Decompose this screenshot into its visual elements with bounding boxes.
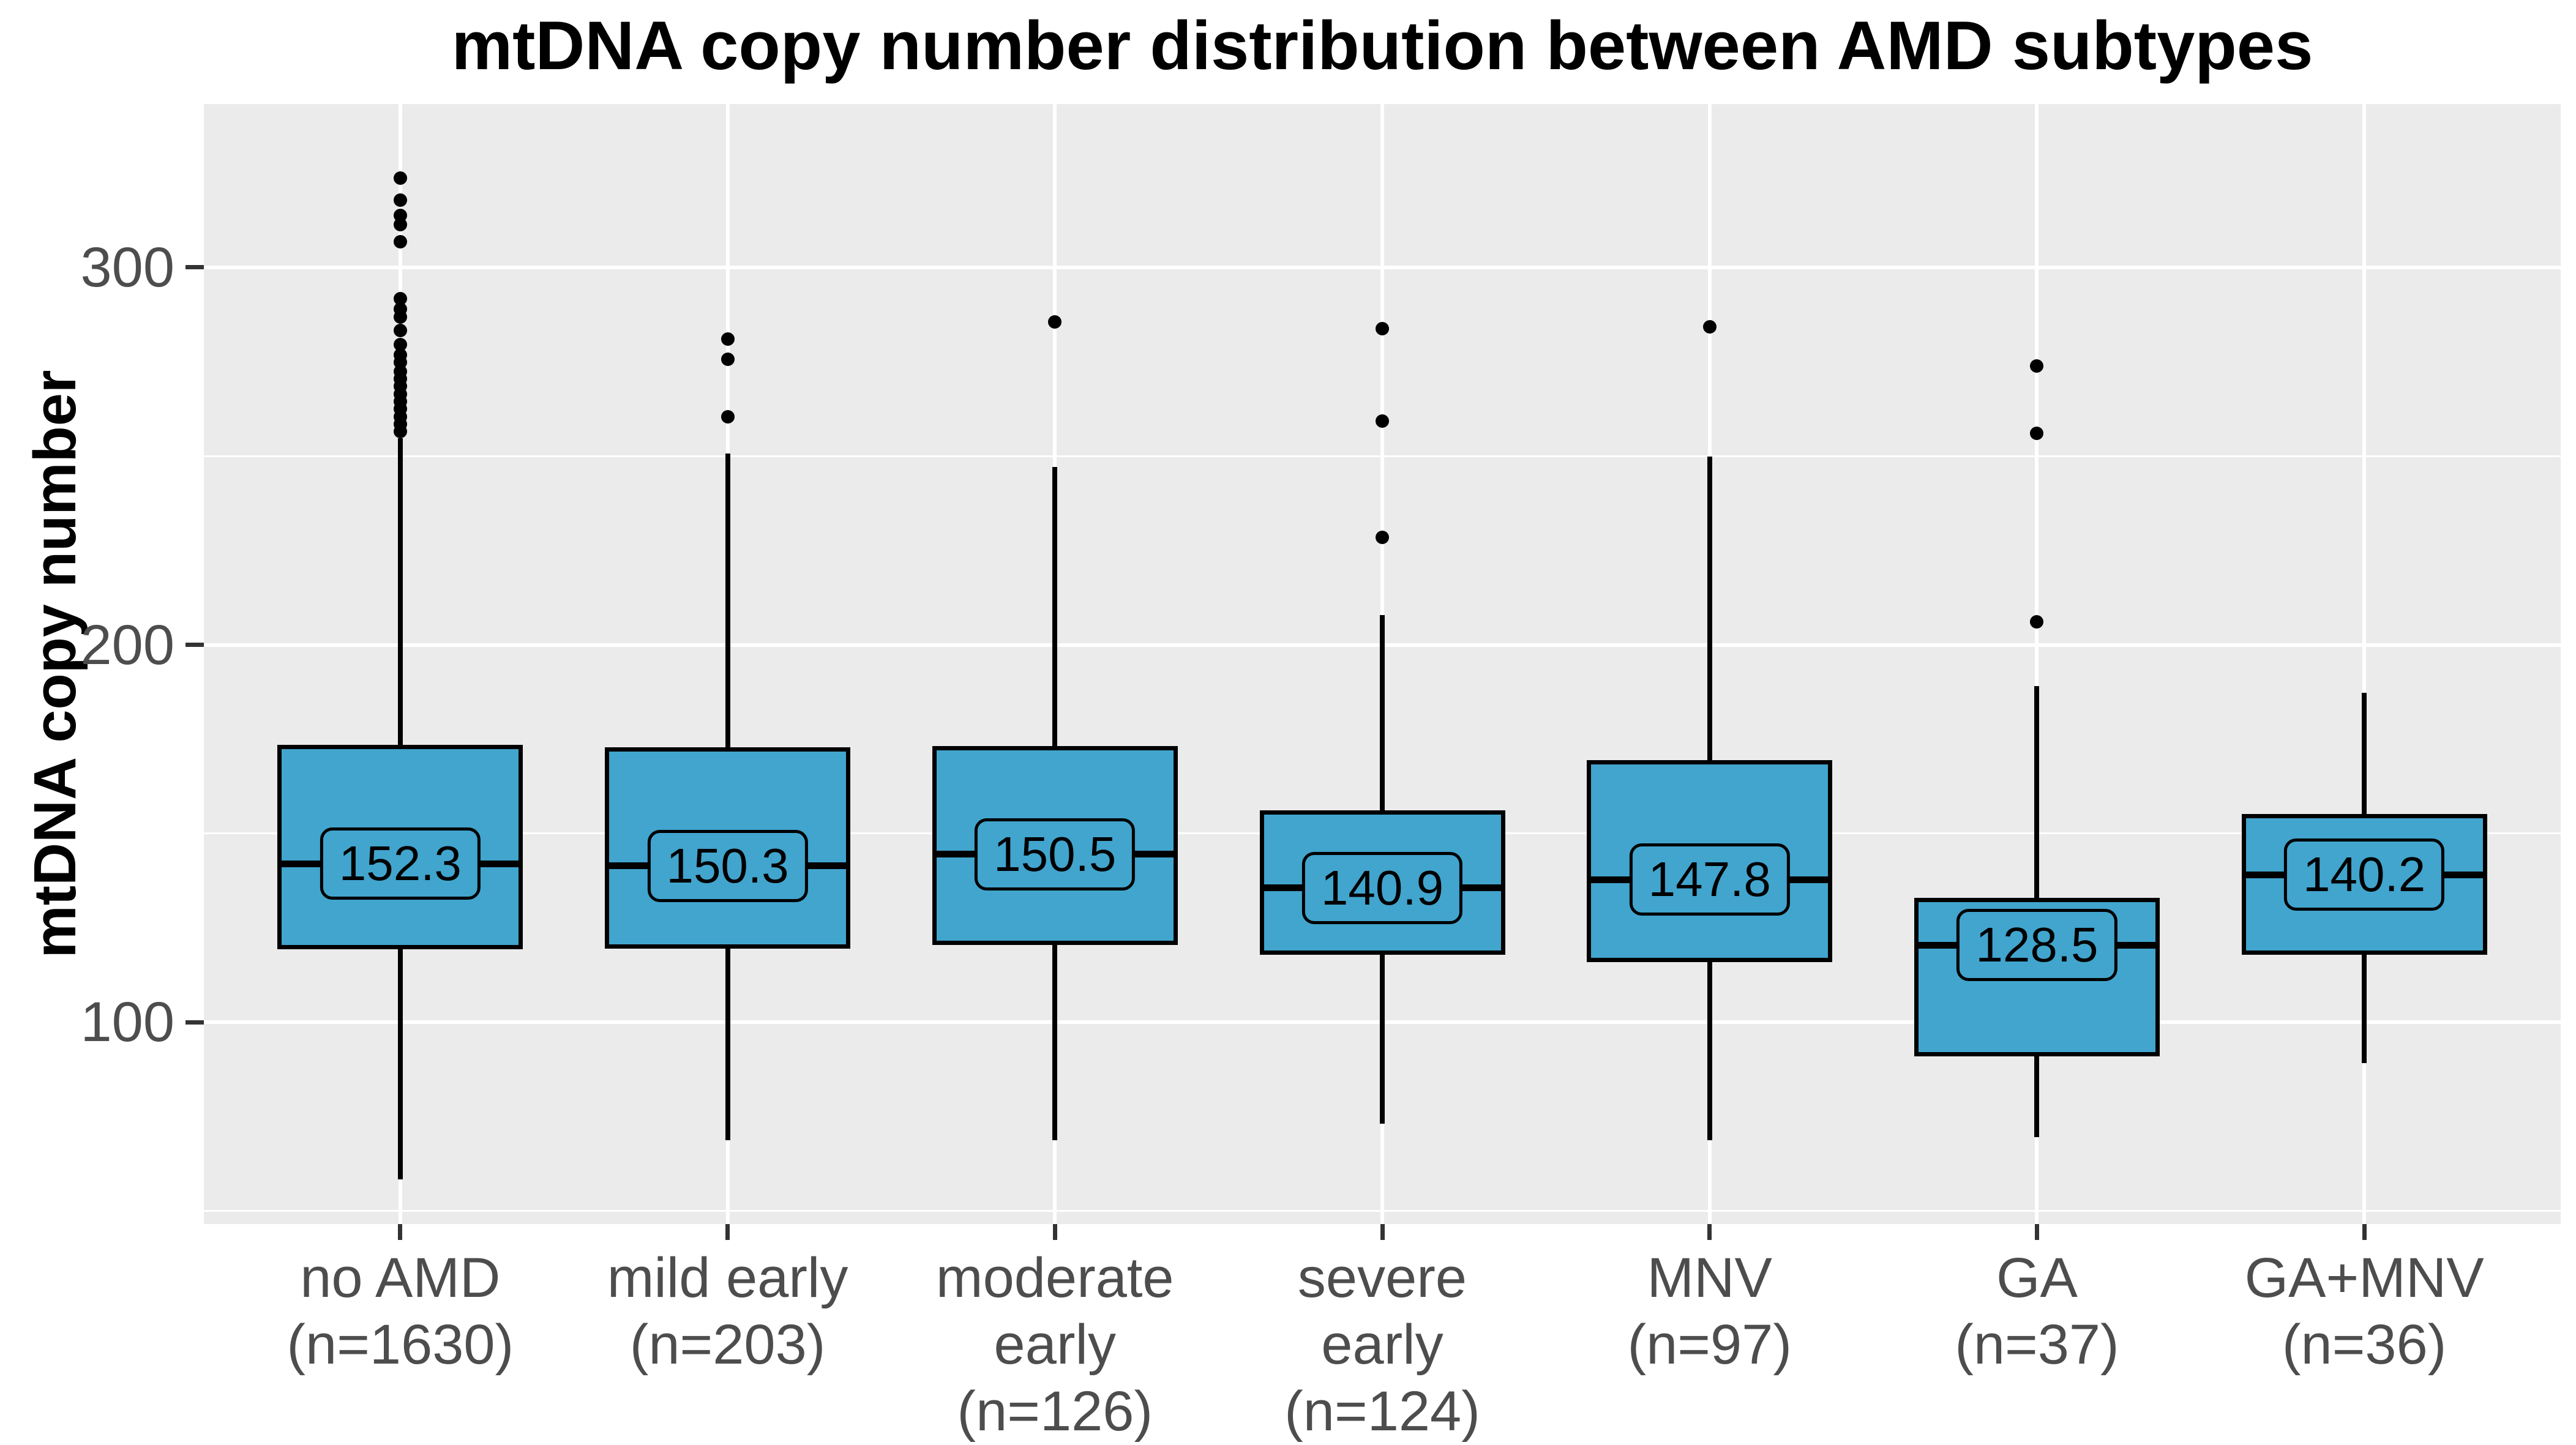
x-tick-mark — [2362, 1224, 2367, 1240]
upper-whisker — [1707, 457, 1712, 760]
y-tick-mark — [185, 1020, 204, 1025]
x-axis-label-line: (n=97) — [1627, 1313, 1792, 1376]
outlier-dot — [2030, 614, 2044, 629]
mean-label: 152.3 — [320, 827, 481, 900]
x-tick-mark — [725, 1224, 730, 1240]
x-tick-mark — [398, 1224, 403, 1240]
x-axis-label: moderate early (n=126) — [936, 1245, 1174, 1445]
mean-label: 140.9 — [1301, 851, 1463, 924]
outlier-dot — [721, 332, 735, 346]
x-axis-label-line: (n=126) — [957, 1380, 1153, 1443]
outlier-dot — [393, 348, 407, 362]
outlier-dot — [393, 292, 407, 306]
x-tick-mark — [1707, 1224, 1712, 1240]
x-axis-label-line: (n=1630) — [286, 1313, 514, 1376]
x-axis-label: GA+MNV (n=36) — [2245, 1245, 2484, 1378]
lower-whisker — [1380, 955, 1385, 1124]
x-axis-label-line: mild early — [607, 1247, 848, 1309]
x-axis-label: mild early (n=203) — [607, 1245, 848, 1378]
outlier-dot — [1048, 315, 1062, 329]
x-axis-label-line: (n=37) — [1955, 1313, 2119, 1376]
outlier-dot — [2030, 427, 2044, 441]
lower-whisker — [1052, 945, 1058, 1141]
upper-whisker — [397, 438, 403, 745]
x-axis-label-line: GA+MNV — [2244, 1247, 2484, 1309]
outlier-dot — [1702, 319, 1717, 334]
x-axis-label-line: severe — [1297, 1247, 1467, 1309]
lower-whisker — [725, 948, 730, 1141]
mean-label: 140.2 — [2284, 838, 2445, 911]
y-tick-mark — [185, 643, 204, 648]
x-axis-label-line: early — [994, 1313, 1116, 1376]
x-axis-label: MNV (n=97) — [1627, 1245, 1792, 1378]
mean-label: 150.3 — [647, 829, 808, 902]
outlier-dot — [393, 208, 407, 222]
x-axis-label-line: MNV — [1647, 1247, 1772, 1309]
outlier-dot — [393, 171, 407, 185]
lower-whisker — [2362, 955, 2367, 1063]
x-tick-mark — [1052, 1224, 1057, 1240]
outlier-dot — [393, 302, 407, 316]
chart-title: mtDNA copy number distribution between A… — [451, 7, 2313, 84]
outlier-dot — [393, 235, 407, 249]
x-tick-mark — [2034, 1224, 2039, 1240]
mean-label: 147.8 — [1629, 843, 1790, 916]
x-axis-label-line: (n=203) — [629, 1313, 826, 1376]
upper-whisker — [2034, 685, 2040, 898]
x-axis-label-line: (n=124) — [1284, 1380, 1480, 1443]
x-tick-mark — [1380, 1224, 1385, 1240]
upper-whisker — [725, 453, 730, 748]
outlier-dot — [393, 193, 407, 207]
x-axis-label-line: moderate — [935, 1247, 1174, 1309]
outlier-dot — [721, 352, 735, 366]
y-tick-mark — [185, 265, 204, 270]
outlier-dot — [2030, 359, 2044, 373]
upper-whisker — [1052, 467, 1058, 747]
v-gridline — [2362, 104, 2367, 1224]
lower-whisker — [1707, 962, 1712, 1141]
box — [932, 746, 1178, 946]
outlier-dot — [1376, 414, 1389, 428]
outlier-dot — [393, 337, 407, 351]
x-axis-label-line: (n=36) — [2282, 1313, 2447, 1376]
mean-label: 128.5 — [1956, 909, 2117, 982]
v-gridline — [2035, 104, 2039, 1224]
x-axis-label: no AMD (n=1630) — [286, 1245, 514, 1378]
mean-label: 150.5 — [975, 818, 1136, 891]
x-axis-label-line: early — [1321, 1313, 1443, 1376]
y-tick-label: 200 — [80, 613, 175, 676]
y-tick-label: 300 — [80, 236, 175, 299]
y-tick-label: 100 — [80, 991, 175, 1054]
lower-whisker — [2034, 1056, 2040, 1137]
x-axis-label: GA (n=37) — [1955, 1245, 2119, 1378]
x-axis-label: severe early (n=124) — [1284, 1245, 1480, 1445]
outlier-dot — [721, 409, 735, 424]
x-axis-label-line: no AMD — [300, 1247, 501, 1309]
upper-whisker — [2362, 692, 2367, 814]
outlier-dot — [1376, 322, 1389, 336]
lower-whisker — [397, 949, 403, 1180]
outlier-dot — [393, 323, 407, 337]
upper-whisker — [1380, 614, 1385, 811]
outlier-dot — [1376, 531, 1389, 545]
x-axis-label-line: GA — [1996, 1247, 2078, 1309]
